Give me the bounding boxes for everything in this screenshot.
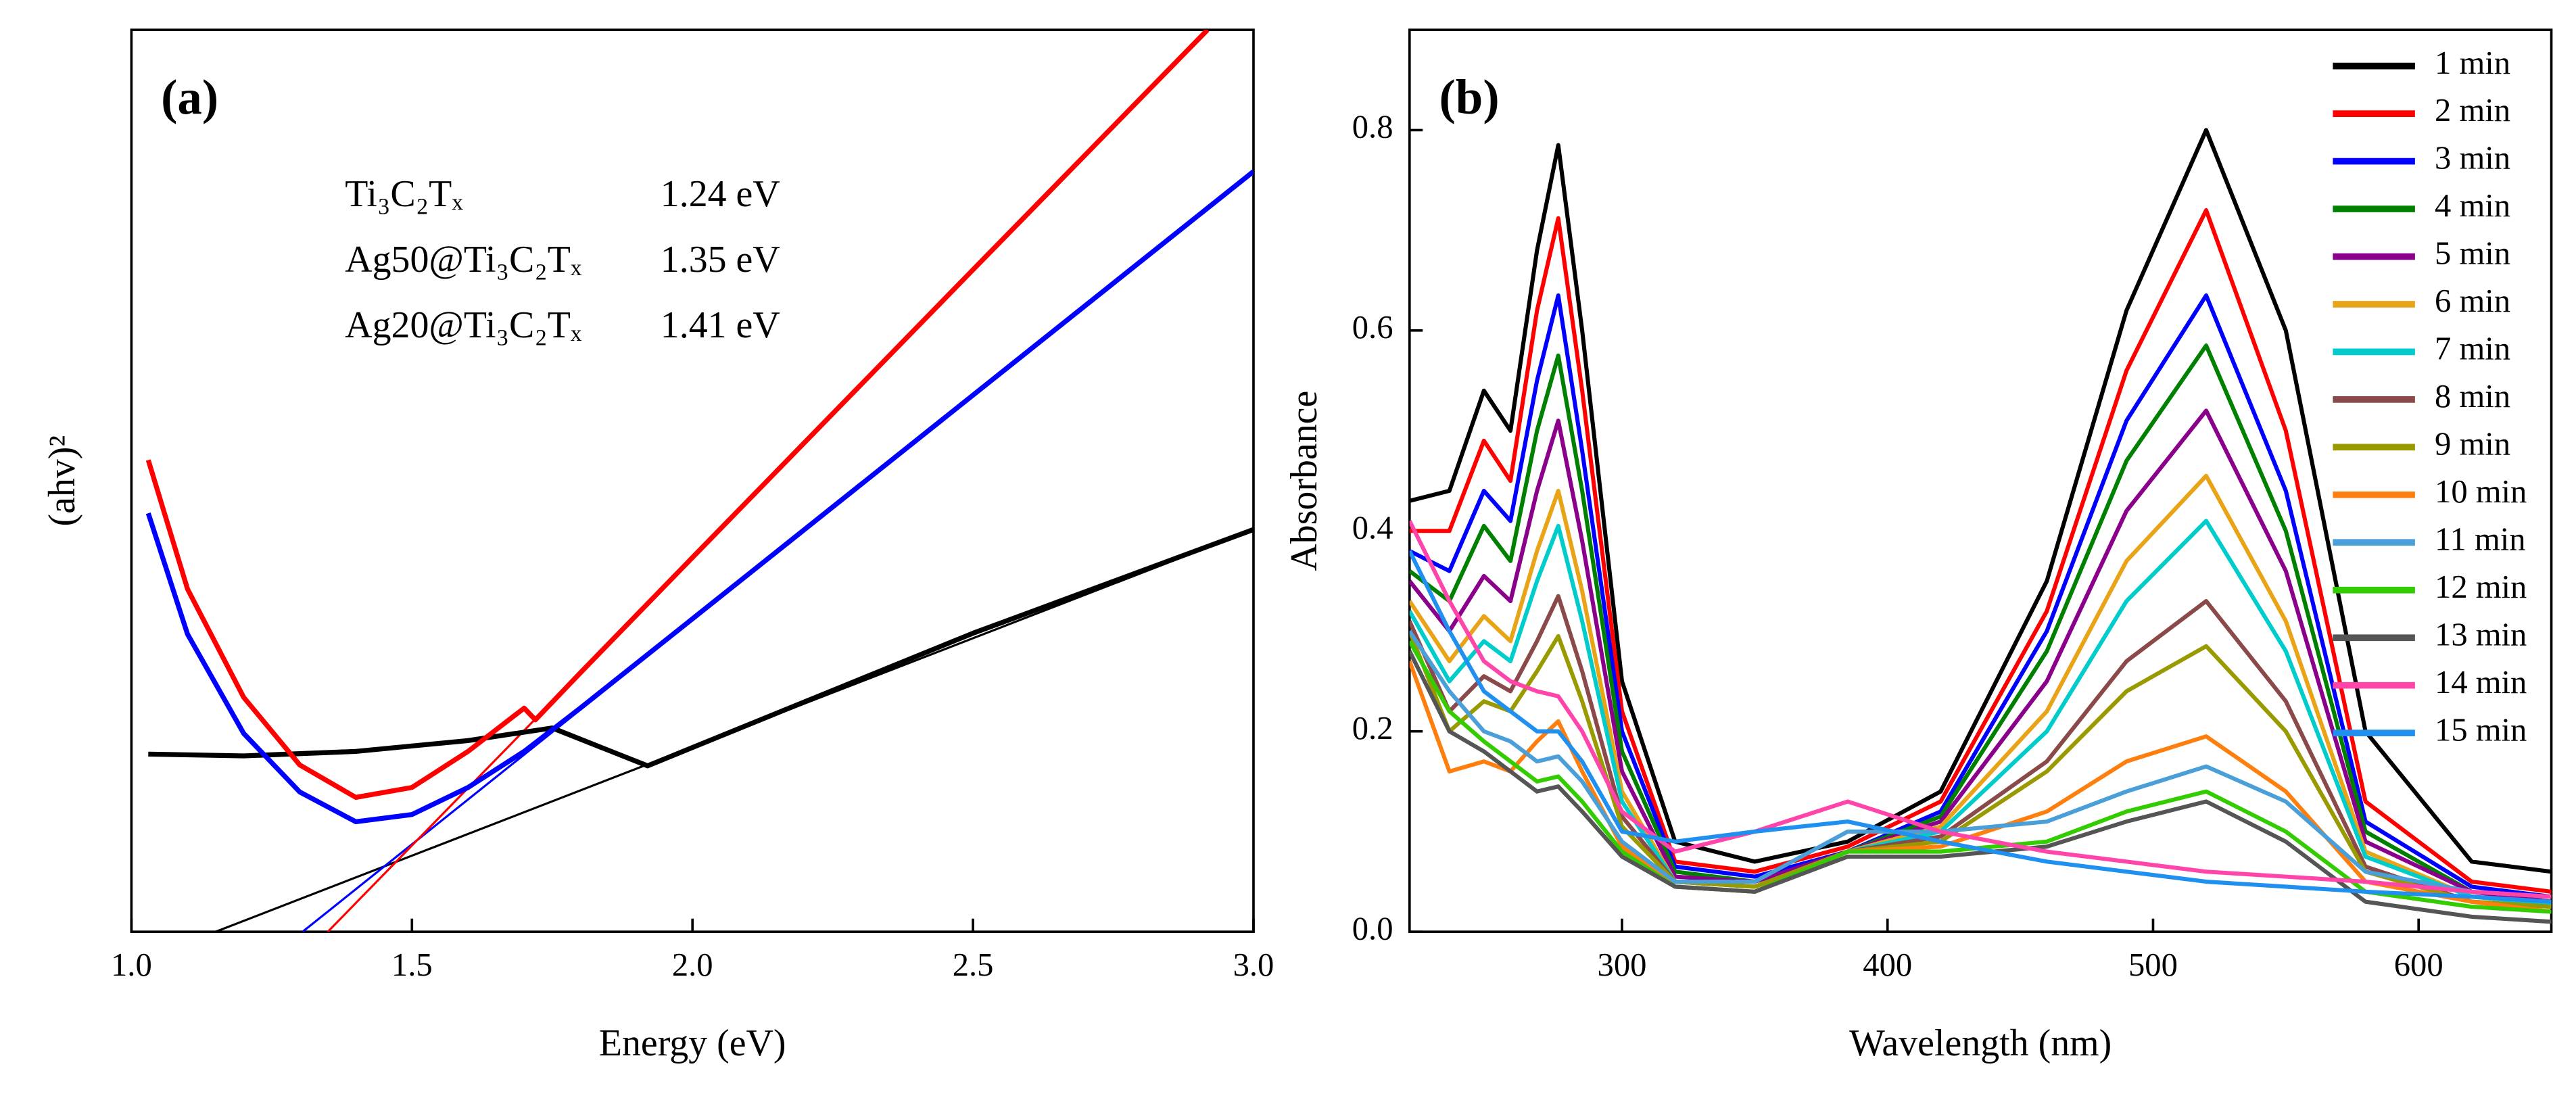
panel-label: (b) xyxy=(1439,70,1500,124)
y-tick-label: 0.0 xyxy=(1352,910,1393,947)
y-axis-label: Absorbance xyxy=(1283,391,1325,571)
annotation-gap: 1.41 eV xyxy=(661,304,780,346)
x-tick-label: 400 xyxy=(1863,947,1912,983)
legend-label: 1 min xyxy=(2435,45,2510,81)
legend-label: 5 min xyxy=(2435,235,2510,272)
x-tick-label: 3.0 xyxy=(1233,947,1274,983)
annotation-name: Ag50@Ti₃C₂Tₓ xyxy=(345,239,582,281)
x-tick-label: 500 xyxy=(2128,947,2178,983)
legend-label: 15 min xyxy=(2435,711,2527,748)
legend-label: 9 min xyxy=(2435,426,2510,462)
annotation-name: Ag20@Ti₃C₂Tₓ xyxy=(345,304,582,346)
annotation-name: Ti₃C₂Tₓ xyxy=(345,173,463,215)
series-line xyxy=(1409,550,2552,904)
series-line xyxy=(1409,293,2552,899)
plot-area xyxy=(1409,128,2552,924)
legend-label: 10 min xyxy=(2435,473,2527,510)
legend-label: 14 min xyxy=(2435,664,2527,700)
y-tick-label: 0.2 xyxy=(1352,710,1393,746)
legend-label: 4 min xyxy=(2435,187,2510,224)
series-line xyxy=(148,527,1254,769)
legend-label: 12 min xyxy=(2435,569,2527,605)
series-line xyxy=(145,169,1254,825)
legend-label: 6 min xyxy=(2435,283,2510,319)
x-tick-label: 300 xyxy=(1598,947,1647,983)
x-tick-label: 1.0 xyxy=(111,947,152,983)
y-tick-label: 0.6 xyxy=(1352,309,1393,345)
legend-label: 8 min xyxy=(2435,378,2510,414)
y-tick-label: 0.8 xyxy=(1352,109,1393,145)
x-axis-label: Energy (eV) xyxy=(599,1022,786,1064)
legend-label: 13 min xyxy=(2435,616,2527,652)
legend-label: 3 min xyxy=(2435,140,2510,176)
plot-area xyxy=(145,30,1254,932)
series-line xyxy=(1409,650,2552,924)
x-tick-label: 600 xyxy=(2394,947,2443,983)
plot-frame xyxy=(1408,28,2553,933)
series-line xyxy=(145,30,1210,801)
series-line xyxy=(1409,629,2552,899)
plot-frame xyxy=(130,28,1255,933)
y-tick-label: 0.4 xyxy=(1352,509,1393,546)
annotation-gap: 1.24 eV xyxy=(661,173,780,215)
x-tick-label: 1.5 xyxy=(391,947,433,983)
legend-label: 7 min xyxy=(2435,331,2510,367)
x-axis-label: Wavelength (nm) xyxy=(1849,1022,2112,1064)
series-line xyxy=(1409,128,2552,874)
x-tick-label: 2.5 xyxy=(953,947,994,983)
annotation-gap: 1.35 eV xyxy=(661,239,780,281)
legend-label: 2 min xyxy=(2435,92,2510,128)
series-line xyxy=(1409,208,2552,894)
y-axis-label: (ahv)² xyxy=(41,435,83,527)
legend-label: 11 min xyxy=(2435,521,2526,557)
panel-label: (a) xyxy=(161,70,218,124)
x-tick-label: 2.0 xyxy=(672,947,713,983)
